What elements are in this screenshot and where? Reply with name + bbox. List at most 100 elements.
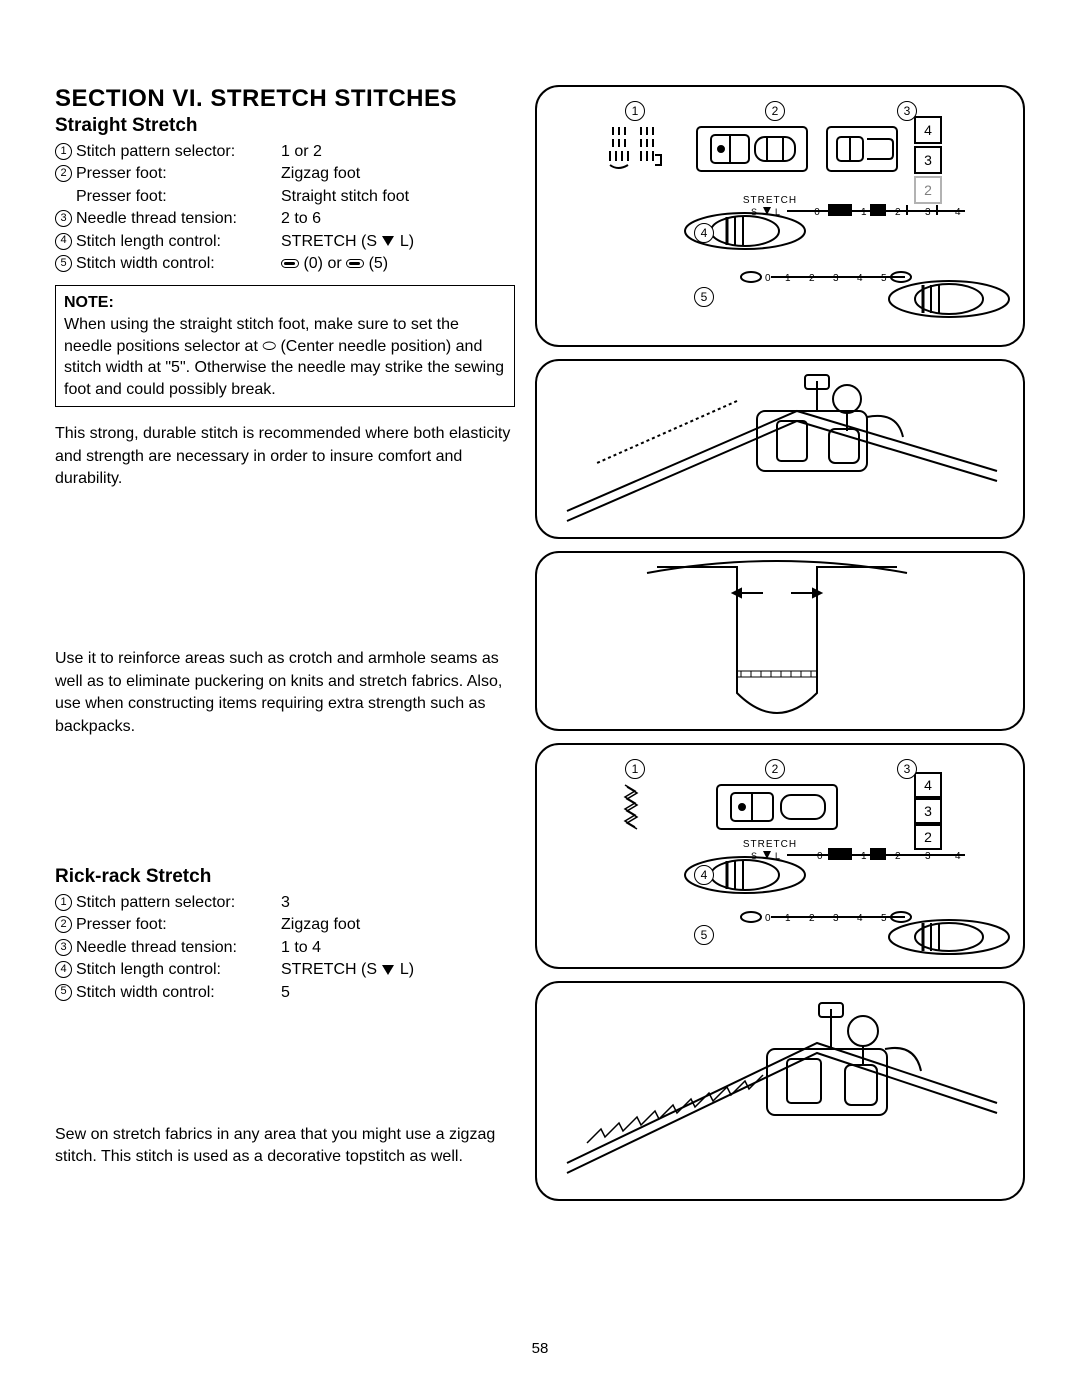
setting-value: 1 or 2: [281, 141, 515, 163]
svg-text:2: 2: [895, 207, 901, 218]
setting-value: Straight stitch foot: [281, 186, 515, 208]
circled-2: 2: [55, 916, 72, 933]
svg-text:0: 0: [814, 207, 820, 218]
paragraph: This strong, durable stitch is recommend…: [55, 423, 515, 490]
setting-label: Needle thread tension:: [76, 208, 281, 230]
setting-value: 2 to 6: [281, 208, 515, 230]
setting-row: 4 Stitch length control: STRETCH (S L): [55, 959, 515, 981]
callout-2: 2: [765, 759, 785, 779]
setting-row: 1 Stitch pattern selector: 3: [55, 892, 515, 914]
setting-label: Stitch width control:: [76, 253, 281, 275]
svg-text:4: 4: [924, 122, 932, 138]
svg-text:2: 2: [895, 851, 901, 862]
setting-value: 3: [281, 892, 515, 914]
circled-5: 5: [55, 984, 72, 1001]
svg-text:3: 3: [833, 273, 839, 284]
svg-text:3: 3: [924, 152, 932, 168]
rickrack-title: Rick-rack Stretch: [55, 866, 515, 888]
sewing-diagram-2: [535, 981, 1025, 1201]
callout-5: 5: [694, 925, 714, 945]
circled-4: 4: [55, 961, 72, 978]
setting-label: Stitch pattern selector:: [76, 892, 281, 914]
sewing2-svg: [537, 983, 1023, 1199]
svg-text:STRETCH: STRETCH: [743, 839, 797, 850]
note-title: NOTE:: [64, 292, 506, 314]
triangle-down-icon: [382, 965, 394, 975]
page-number: 58: [0, 1340, 1080, 1357]
setting-value: STRETCH (S L): [281, 231, 515, 253]
setting-row: 4 Stitch length control: STRETCH (S L): [55, 231, 515, 253]
setting-label: Stitch length control:: [76, 959, 281, 981]
circled-5: 5: [55, 255, 72, 272]
settings-svg: 4 3 2 STRETCH S L 0: [537, 87, 1023, 345]
svg-text:3: 3: [925, 207, 931, 218]
circled-3: 3: [55, 210, 72, 227]
note-body: When using the straight stitch foot, mak…: [64, 314, 506, 400]
svg-text:2: 2: [809, 273, 815, 284]
setting-label: Stitch pattern selector:: [76, 141, 281, 163]
circled-4: 4: [55, 233, 72, 250]
circled-3: 3: [55, 939, 72, 956]
setting-value: 5: [281, 982, 515, 1004]
svg-text:2: 2: [924, 829, 932, 845]
setting-row: 2 Presser foot: Zigzag foot: [55, 914, 515, 936]
callout-3: 3: [897, 759, 917, 779]
svg-text:5: 5: [881, 913, 887, 924]
svg-text:5: 5: [881, 273, 887, 284]
circled-1: 1: [55, 143, 72, 160]
svg-text:4: 4: [955, 851, 961, 862]
svg-text:1: 1: [861, 851, 867, 862]
svg-text:0: 0: [817, 851, 823, 862]
triangle-down-icon: [382, 236, 394, 246]
settings-diagram-1: 1 2 3 4 5: [535, 85, 1025, 347]
callout-4: 4: [694, 223, 714, 243]
sewing-svg: [537, 361, 1023, 537]
svg-text:2: 2: [924, 182, 932, 198]
setting-label: Presser foot:: [76, 186, 281, 208]
note-box: NOTE: When using the straight stitch foo…: [55, 285, 515, 407]
svg-text:1: 1: [785, 913, 791, 924]
right-column: 1 2 3 4 5: [535, 85, 1025, 1213]
setting-row: 1 Stitch pattern selector: 1 or 2: [55, 141, 515, 163]
svg-text:1: 1: [785, 273, 791, 284]
svg-text:STRETCH: STRETCH: [743, 195, 797, 206]
straight-title: Straight Stretch: [55, 115, 515, 137]
setting-row: 5 Stitch width control: (0) or (5): [55, 253, 515, 275]
setting-label: Needle thread tension:: [76, 937, 281, 959]
svg-text:4: 4: [924, 777, 932, 793]
setting-row: 3 Needle thread tension: 2 to 6: [55, 208, 515, 230]
callout-1: 1: [625, 759, 645, 779]
oval-left-icon: [281, 259, 299, 268]
crotch-svg: [537, 553, 1023, 729]
svg-text:4: 4: [857, 913, 863, 924]
crotch-diagram: [535, 551, 1025, 731]
circled-1: 1: [55, 894, 72, 911]
oval-right-icon: [346, 259, 364, 268]
svg-text:1: 1: [861, 207, 867, 218]
callout-1: 1: [625, 101, 645, 121]
circled-2: 2: [55, 165, 72, 182]
setting-label: Presser foot:: [76, 914, 281, 936]
svg-text:2: 2: [809, 913, 815, 924]
setting-row: 2 Presser foot: Zigzag foot: [55, 163, 515, 185]
callout-4: 4: [694, 865, 714, 885]
svg-text:3: 3: [924, 803, 932, 819]
setting-label: Stitch width control:: [76, 982, 281, 1004]
settings-diagram-2: 1 2 3 4 5: [535, 743, 1025, 969]
setting-row: 5 Stitch width control: 5: [55, 982, 515, 1004]
setting-value: STRETCH (S L): [281, 959, 515, 981]
setting-value: Zigzag foot: [281, 163, 515, 185]
section-title: SECTION VI. STRETCH STITCHES: [55, 85, 515, 113]
settings2-svg: 4 3 2 STRETCH S L 0: [537, 745, 1023, 967]
setting-row: Presser foot: Straight stitch foot: [55, 186, 515, 208]
left-column: SECTION VI. STRETCH STITCHES Straight St…: [55, 85, 515, 1213]
svg-text:3: 3: [925, 851, 931, 862]
svg-text:0: 0: [765, 913, 771, 924]
paragraph: Use it to reinforce areas such as crotch…: [55, 648, 515, 738]
svg-text:4: 4: [955, 207, 961, 218]
callout-5: 5: [694, 287, 714, 307]
svg-text:3: 3: [833, 913, 839, 924]
callout-3: 3: [897, 101, 917, 121]
paragraph: Sew on stretch fabrics in any area that …: [55, 1124, 515, 1169]
setting-value: (0) or (5): [281, 253, 515, 275]
